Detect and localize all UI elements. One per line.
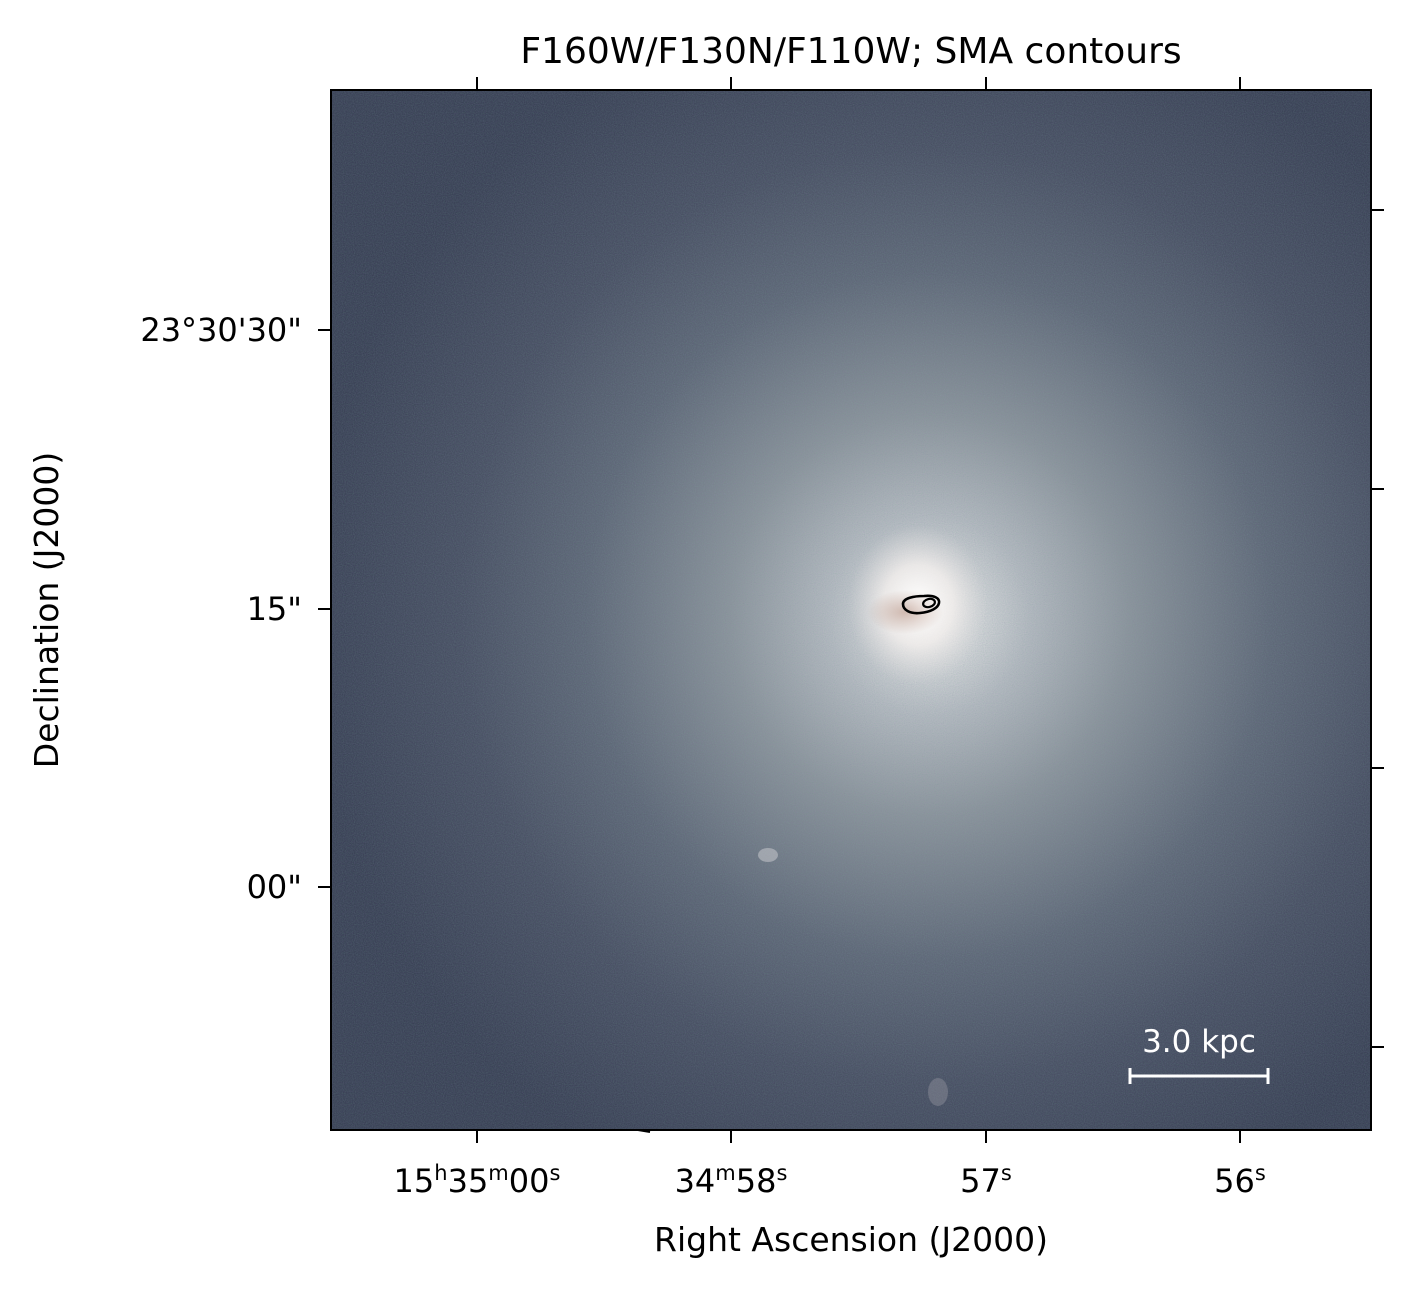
x-tick-label: 56s <box>1214 1161 1266 1200</box>
y-tick-label: 23°30'30" <box>140 311 302 349</box>
x-axis-label: Right Ascension (J2000) <box>654 1220 1048 1259</box>
sma-contour-inner <box>922 597 936 609</box>
y-tick-label: 15" <box>247 590 302 628</box>
tick-marks <box>318 77 1384 1143</box>
faint-source <box>928 1078 948 1106</box>
x-tick-label: 15h35m00s <box>394 1161 561 1200</box>
x-tick-label: 34m58s <box>675 1161 788 1200</box>
scale-bar <box>1128 1068 1270 1084</box>
faint-source <box>758 848 778 862</box>
x-tick-label: 57s <box>960 1161 1012 1200</box>
y-axis-label: Declination (J2000) <box>27 452 66 769</box>
image-panel: 3.0 kpc <box>331 90 1371 1130</box>
sma-contour-outer <box>901 594 941 615</box>
y-tick-label: 00" <box>247 868 302 906</box>
y-tick-labels: 23°30'30" 15" 00" <box>140 311 302 906</box>
scale-bar-label: 3.0 kpc <box>1142 1024 1256 1060</box>
figure-title: F160W/F130N/F110W; SMA contours <box>520 31 1181 72</box>
x-tick-labels: 15h35m00s 34m58s 57s 56s <box>394 1161 1266 1200</box>
